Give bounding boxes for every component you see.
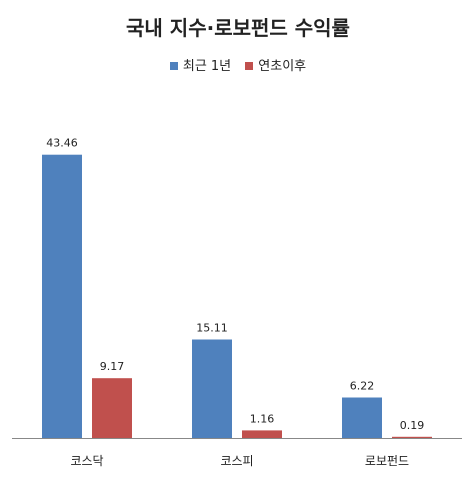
data-label-2-3: 0.19 — [400, 419, 425, 432]
legend-swatch-series-1 — [169, 62, 178, 70]
data-label-1-1: 43.46 — [46, 137, 78, 150]
bar-2-2 — [242, 430, 282, 438]
x-tick-label-1: 코스닥 — [70, 454, 103, 468]
bar-2-1 — [92, 378, 132, 438]
legend-item-series-1: 최근 1년 — [169, 55, 232, 74]
data-label-2-2: 1.16 — [250, 412, 275, 425]
data-label-1-3: 6.22 — [350, 380, 375, 393]
bar-1-3 — [342, 397, 382, 438]
legend: 최근 1년 연초이후 — [0, 55, 476, 74]
chart-title: 국내 지수·로보펀드 수익률 — [126, 16, 350, 40]
x-tick-label-3: 로보펀드 — [365, 454, 409, 468]
data-label-1-2: 15.11 — [196, 322, 228, 335]
legend-item-series-2: 연초이후 — [245, 55, 306, 74]
bar-1-2 — [192, 339, 232, 438]
bar-1-1 — [42, 154, 82, 438]
legend-label-series-2: 연초이후 — [258, 59, 307, 74]
legend-label-series-1: 최근 1년 — [182, 59, 232, 74]
bar-2-3 — [392, 436, 432, 438]
x-tick-label-2: 코스피 — [220, 454, 253, 468]
data-label-2-1: 9.17 — [100, 360, 125, 373]
legend-swatch-series-2 — [245, 62, 254, 70]
